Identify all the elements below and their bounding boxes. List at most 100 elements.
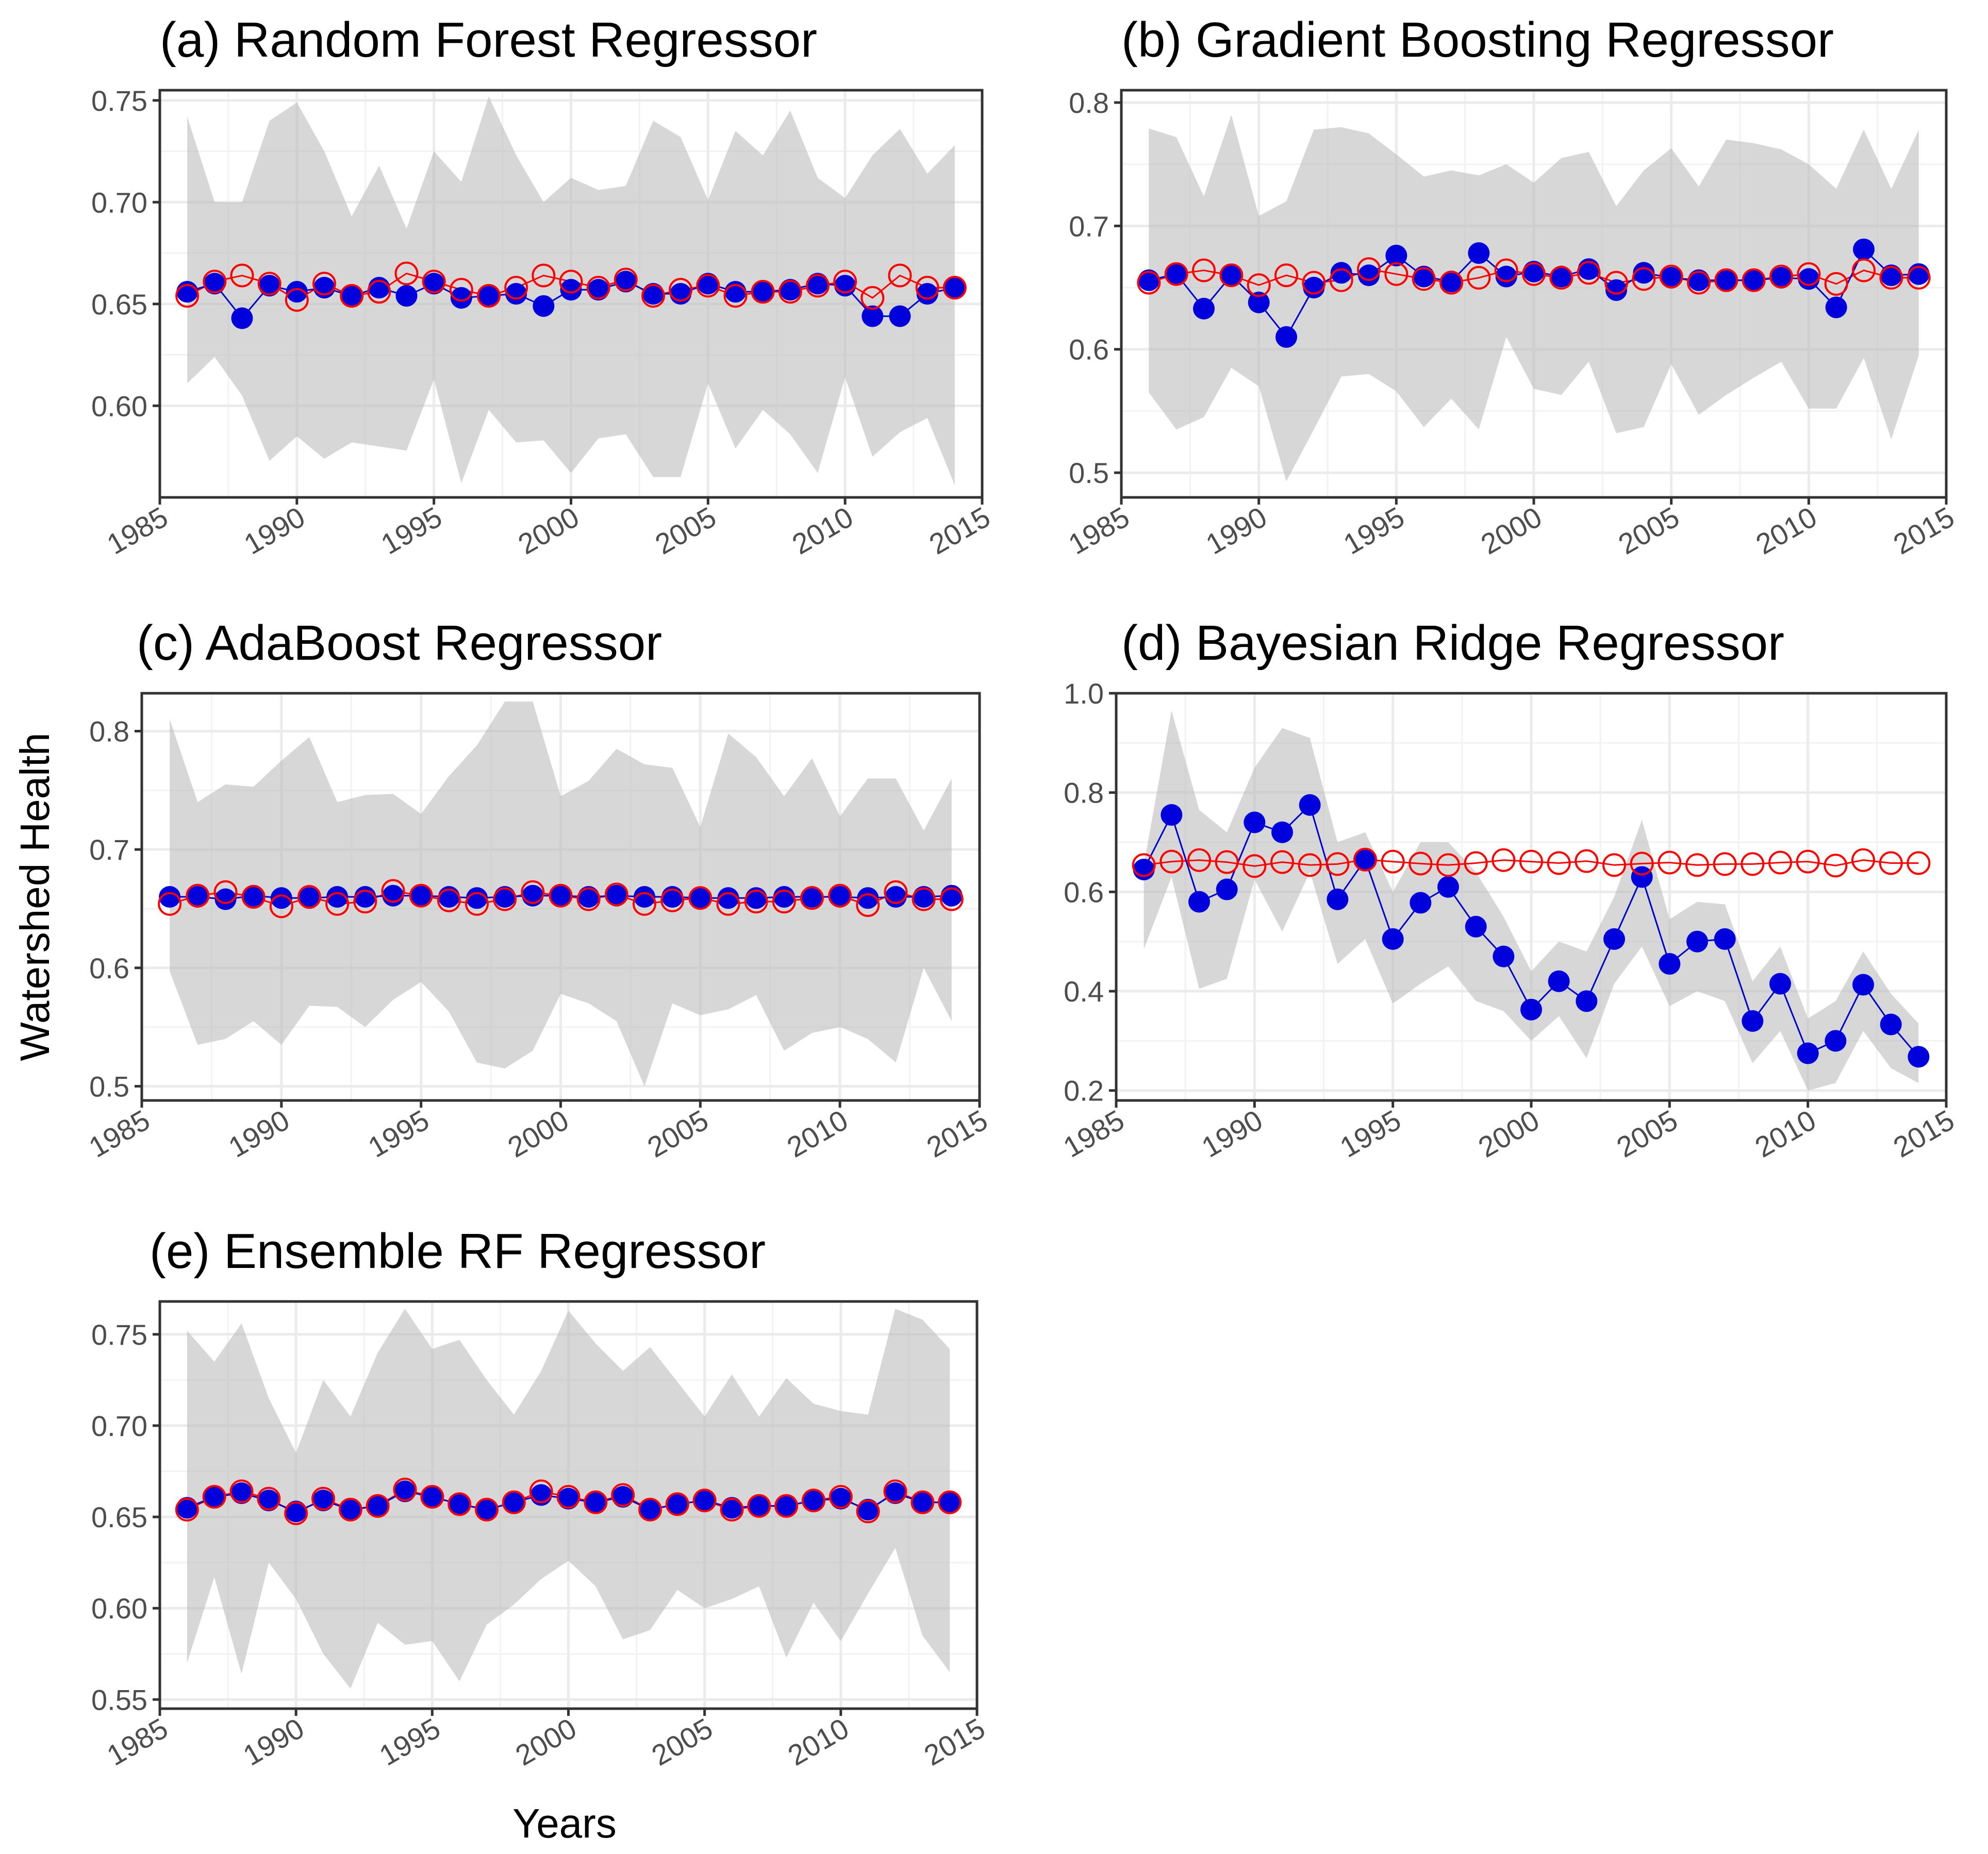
predicted-point: [533, 295, 555, 317]
observed-point: [692, 1489, 717, 1513]
predicted-point: [1138, 269, 1160, 291]
observed-point: [241, 885, 266, 909]
y-tick-label: 0.70: [91, 1410, 147, 1442]
observed-point: [1519, 849, 1543, 874]
observed-point: [477, 283, 501, 308]
predicted-point: [204, 273, 226, 295]
predicted-point: [1825, 1030, 1847, 1052]
predicted-point: [231, 307, 253, 329]
observed-point: [641, 283, 665, 308]
x-tick-label: 2015: [919, 1712, 990, 1772]
x-tick-label: 1985: [1063, 500, 1135, 561]
predicted-point: [1271, 821, 1293, 843]
observed-point: [614, 268, 638, 292]
y-tick-label: 0.7: [1069, 210, 1109, 242]
predicted-point: [557, 1488, 579, 1510]
x-tick-label: 2015: [1888, 500, 1960, 561]
x-tick-label: 2005: [1613, 500, 1684, 561]
observed-line: [1144, 859, 1919, 867]
observed-point: [723, 283, 748, 308]
y-tick-label: 0.8: [1064, 777, 1104, 809]
observed-point: [1769, 264, 1793, 289]
predicted-point: [1188, 891, 1210, 913]
predicted-point: [1465, 915, 1487, 938]
x-tick-label: 2000: [510, 1712, 582, 1772]
y-tick-label: 1.0: [1064, 677, 1104, 710]
observed-point: [230, 263, 254, 288]
x-tick-label: 2000: [1476, 500, 1547, 561]
predicted-point: [1908, 1046, 1930, 1068]
x-tick-label: 2015: [921, 1104, 993, 1164]
observed-point: [1632, 267, 1656, 291]
predicted-point: [830, 1488, 852, 1510]
predicted-point: [857, 1498, 879, 1521]
observed-point: [502, 1490, 526, 1514]
panel-e: (e) Ensemble RF Regressor 0.55 0.60 0.65 0.7…: [91, 1224, 990, 1772]
observed-point: [1714, 268, 1738, 292]
predicted-point: [1853, 238, 1875, 260]
predicted-point: [666, 1493, 688, 1515]
y-tick-label: 0.6: [1064, 876, 1104, 908]
observed-point: [449, 278, 473, 302]
panel-d-title: (d) Bayesian Ridge Regressor: [1121, 615, 1784, 671]
predicted-point: [1468, 242, 1490, 264]
predicted-point: [857, 887, 879, 909]
predicted-point: [1327, 888, 1349, 910]
observed-point: [549, 883, 573, 908]
predicted-point: [339, 1498, 361, 1521]
predicted-point: [1548, 970, 1570, 992]
observed-point: [367, 280, 391, 304]
predicted-point: [885, 886, 907, 908]
observed-point: [422, 270, 446, 294]
y-tick-label: 0.55: [91, 1683, 147, 1716]
observed-point: [1687, 271, 1711, 295]
observed-point: [340, 283, 364, 308]
predicted-point: [1742, 1010, 1764, 1032]
observed-point: [1357, 257, 1381, 281]
predicted-point: [1220, 264, 1242, 287]
predicted-point: [577, 886, 600, 908]
observed-point: [475, 1497, 499, 1522]
predicted-point: [230, 1482, 253, 1504]
predicted-point: [1520, 998, 1542, 1021]
x-tick-label: 1985: [84, 1104, 155, 1164]
observed-point: [665, 1492, 689, 1516]
observed-point: [1685, 853, 1709, 877]
observed-point: [1274, 263, 1298, 288]
observed-point: [529, 1479, 553, 1504]
x-tick-label: 2005: [650, 500, 721, 561]
predicted-point: [270, 887, 292, 909]
predicted-point: [478, 285, 500, 307]
predicted-point: [697, 273, 719, 295]
predicted-point: [1385, 244, 1407, 266]
observed-point: [284, 1501, 308, 1525]
predicted-point: [1769, 973, 1791, 995]
x-tick-label: 1990: [1196, 1104, 1268, 1164]
y-tick-label: 0.4: [1064, 975, 1104, 1008]
predicted-point: [775, 1495, 798, 1517]
observed-point: [1215, 850, 1239, 874]
y-tick-label: 0.6: [89, 952, 129, 984]
observed-point: [888, 263, 912, 288]
predicted-point: [1354, 848, 1376, 871]
predicted-point: [242, 884, 264, 907]
predicted-point: [1303, 277, 1325, 299]
y-axis-title: Watershed Health: [12, 732, 58, 1061]
observed-point: [1187, 848, 1211, 872]
predicted-point: [689, 887, 711, 909]
observed-point: [856, 893, 880, 917]
observed-point: [828, 883, 852, 908]
observed-point: [1824, 854, 1848, 878]
predicted-point: [1299, 794, 1321, 816]
observed-point: [669, 278, 693, 302]
predicted-point: [943, 277, 966, 299]
predicted-point: [1633, 262, 1655, 284]
observed-point: [584, 1490, 608, 1514]
observed-point: [1577, 261, 1601, 285]
predicted-point: [612, 1486, 634, 1508]
predicted-point: [214, 888, 237, 910]
predicted-point: [1330, 262, 1352, 284]
observed-point: [716, 892, 740, 916]
x-tick-label: 1995: [362, 1104, 434, 1164]
